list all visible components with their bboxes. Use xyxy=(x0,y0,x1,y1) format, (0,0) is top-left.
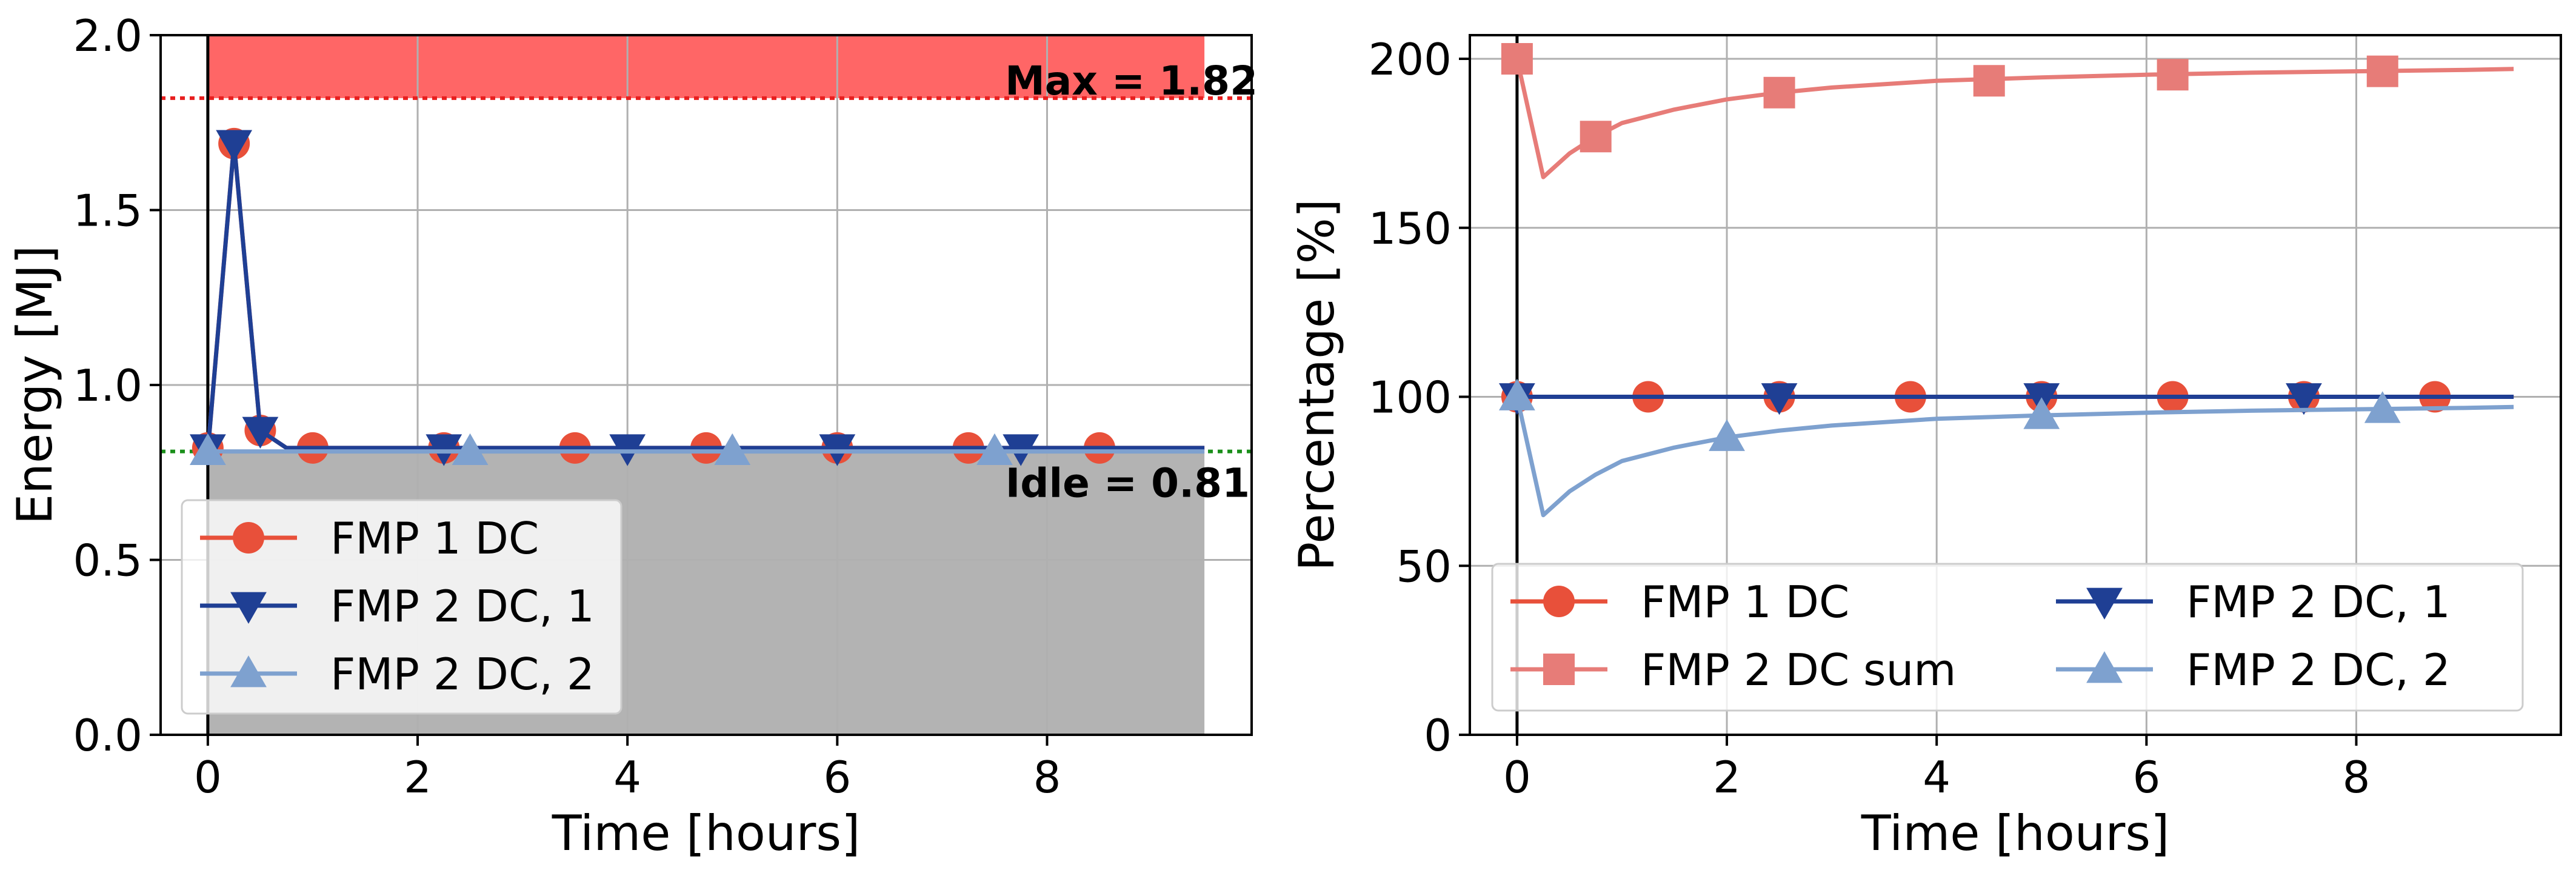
x-tick-label: 8 xyxy=(2343,752,2371,803)
legend-label: FMP 2 DC, 1 xyxy=(2186,577,2451,627)
data-marker-fmp2_sum xyxy=(1501,43,1533,75)
y-tick-label: 200 xyxy=(1369,34,1452,85)
y-tick-label: 1.5 xyxy=(73,186,142,236)
legend-marker xyxy=(230,655,267,688)
percentage-plot-frame xyxy=(1469,34,2562,736)
legend-label: FMP 2 DC, 2 xyxy=(330,649,595,700)
series-line-fmp2_1 xyxy=(205,141,1205,452)
y-tick-label: 0.5 xyxy=(73,535,142,586)
legend-marker xyxy=(1543,586,1575,617)
percentage-x-axis-label: Time [hours] xyxy=(1861,805,2170,862)
max-annotation: Max = 1.82 xyxy=(1005,58,1258,104)
energy-chart: 0 2 4 6 8 0.0 0.5 1.0 1.5 2.0 Max = 1.82 Idle = 0… xyxy=(7,10,1258,862)
energy-legend: FMP 1 DC FMP 2 DC, 1 FMP 2 DC, 2 xyxy=(181,499,622,715)
legend-marker xyxy=(233,522,264,554)
legend-marker xyxy=(1543,654,1575,685)
legend-entry-fmp2-1: FMP 2 DC, 1 xyxy=(200,581,595,632)
series-line-fmp2_2 xyxy=(1515,396,2514,518)
legend-marker xyxy=(2086,651,2123,683)
legend-entry-fmp2-1: FMP 2 DC, 1 xyxy=(2056,577,2451,627)
data-marker-fmp2_2 xyxy=(976,433,1013,466)
y-tick-label: 0.0 xyxy=(73,710,142,761)
data-marker-fmp2_2 xyxy=(1709,419,1745,451)
data-marker-fmp2_sum xyxy=(2157,59,2189,91)
percentage-legend: FMP 1 DC FMP 2 DC sum FMP 2 DC, 1 FMP 2 … xyxy=(1491,563,2524,712)
energy-y-axis-label: Energy [MJ] xyxy=(7,246,63,525)
legend-entry-fmp2-2: FMP 2 DC, 2 xyxy=(200,649,595,700)
data-marker-fmp2_sum xyxy=(2366,55,2398,87)
data-marker-fmp2_2 xyxy=(2364,391,2401,423)
legend-marker xyxy=(230,592,267,624)
legend-label: FMP 2 DC, 2 xyxy=(2186,644,2451,695)
x-tick-label: 2 xyxy=(404,752,432,803)
x-tick-label: 0 xyxy=(194,752,222,803)
x-tick-label: 4 xyxy=(613,752,641,803)
legend-label: FMP 2 DC, 1 xyxy=(330,581,595,632)
y-tick-label: 1.0 xyxy=(73,360,142,411)
percentage-legend-box xyxy=(1491,563,2524,712)
x-tick-label: 2 xyxy=(1713,752,1741,803)
data-marker-fmp2_sum xyxy=(1763,76,1795,109)
max-energy-band xyxy=(207,35,1205,98)
y-tick-label: 50 xyxy=(1396,541,1452,592)
percentage-ticks: 0 2 4 6 8 0 50 100 150 200 xyxy=(1369,34,2371,803)
y-tick-label: 0 xyxy=(1424,710,1452,761)
legend-entry-fmp2-2: FMP 2 DC, 2 xyxy=(2056,644,2451,695)
legend-label: FMP 1 DC xyxy=(330,513,539,564)
data-marker-fmp2_2 xyxy=(189,433,226,466)
y-tick-label: 150 xyxy=(1369,203,1452,254)
energy-x-axis-label: Time [hours] xyxy=(552,805,861,862)
data-marker-fmp2_2 xyxy=(2023,397,2060,429)
data-marker-fmp2_1 xyxy=(216,130,253,162)
legend-entry-fmp1: FMP 1 DC xyxy=(200,513,539,564)
legend-entry-fmp2-sum: FMP 2 DC sum xyxy=(1510,644,1956,695)
y-tick-label: 100 xyxy=(1369,372,1452,423)
x-tick-label: 4 xyxy=(1923,752,1950,803)
percentage-chart: 0 2 4 6 8 0 50 100 150 200 Time [hours] Percentag… xyxy=(1289,34,2562,862)
energy-ticks: 0 2 4 6 8 0.0 0.5 1.0 1.5 2.0 xyxy=(73,10,1061,803)
x-tick-label: 6 xyxy=(823,752,851,803)
energy-series xyxy=(189,127,1205,466)
data-marker-fmp2_1 xyxy=(242,417,279,449)
x-tick-label: 0 xyxy=(1503,752,1531,803)
data-marker-fmp2_1 xyxy=(1761,383,1798,415)
data-marker-fmp2_2 xyxy=(452,433,489,466)
idle-annotation: Idle = 0.81 xyxy=(1006,460,1250,507)
legend-entry-fmp1: FMP 1 DC xyxy=(1510,577,1849,627)
series-line-fmp2_sum xyxy=(1515,58,2514,179)
data-marker-fmp2_sum xyxy=(1973,65,2005,97)
series-line-fmp1 xyxy=(205,141,1205,452)
legend-marker xyxy=(2086,587,2123,620)
legend-label: FMP 2 DC sum xyxy=(1641,644,1956,695)
legend-label: FMP 1 DC xyxy=(1641,577,1849,627)
x-tick-label: 6 xyxy=(2132,752,2160,803)
y-tick-label: 2.0 xyxy=(73,10,142,61)
percentage-y-axis-label: Percentage [%] xyxy=(1289,199,1345,571)
percentage-series xyxy=(1498,43,2514,518)
x-tick-label: 8 xyxy=(1033,752,1061,803)
data-marker-fmp2_2 xyxy=(1498,378,1535,410)
data-marker-fmp2_2 xyxy=(714,433,751,466)
data-marker-fmp2_sum xyxy=(1580,121,1612,153)
data-marker-fmp2_1 xyxy=(2286,383,2322,415)
energy-legend-box xyxy=(181,499,622,715)
